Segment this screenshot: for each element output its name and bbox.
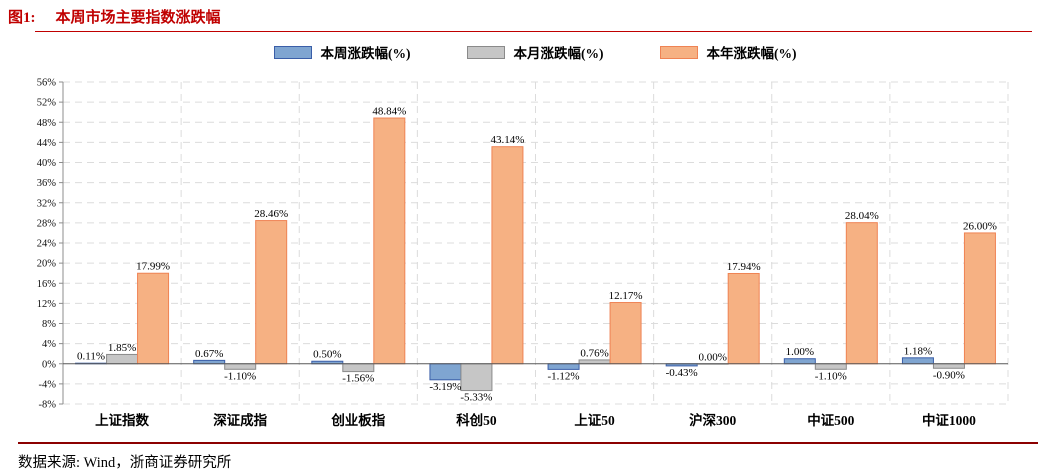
- bar-本月涨跌幅(%)-中证1000: [932, 363, 965, 369]
- bar-本年涨跌幅(%)-上证50: [609, 302, 642, 365]
- legend-swatch-icon: [659, 45, 698, 59]
- figure-title-text: 本周市场主要指数涨跌幅: [55, 10, 221, 26]
- bar-本月涨跌幅(%)-创业板指: [342, 363, 375, 373]
- y-tick-label: 8%: [42, 319, 56, 330]
- y-tick-label: 48%: [37, 118, 57, 129]
- category-label: 沪深300: [689, 412, 736, 428]
- y-tick-label: 20%: [37, 259, 57, 270]
- y-tick-label: 44%: [37, 138, 57, 149]
- bar-value-label: -1.12%: [548, 370, 580, 382]
- y-tick-label: 52%: [37, 98, 57, 109]
- bar-本月涨跌幅(%)-科创50: [460, 363, 493, 392]
- bar-value-label: 0.00%: [698, 351, 726, 363]
- bar-本年涨跌幅(%)-中证1000: [963, 232, 996, 365]
- bar-本月涨跌幅(%)-上证50: [578, 359, 611, 365]
- bar-value-label: -0.43%: [666, 367, 698, 379]
- y-tick-label: 36%: [37, 178, 57, 189]
- bar-value-label: 28.46%: [254, 208, 288, 220]
- category-labels: 上证指数 深证成指 创业板指 科创50 上证50 沪深300 中证500 中证1000: [95, 412, 976, 428]
- bar-value-label: 17.94%: [727, 261, 761, 273]
- bar-value-label: 0.67%: [195, 348, 223, 360]
- gridlines: 56% 52% 48% 44% 40% 36% 32% 28% 24% 20% 16% 12% 8% 4%…: [37, 78, 1009, 411]
- category-label: 深证成指: [213, 412, 267, 428]
- legend-item-2: 本年涨跌幅(%): [659, 42, 797, 62]
- legend-item-1: 本月涨跌幅(%): [466, 42, 604, 62]
- bars: [75, 117, 996, 392]
- y-tick-label: 24%: [37, 239, 57, 250]
- bar-本周涨跌幅(%)-中证1000: [901, 357, 934, 365]
- bar-本年涨跌幅(%)-科创50: [491, 146, 524, 365]
- legend-item-0: 本周涨跌幅(%): [273, 42, 411, 62]
- y-tick-label: 0%: [42, 359, 56, 370]
- category-label: 中证1000: [922, 412, 976, 428]
- y-tick-label: -8%: [39, 400, 57, 411]
- figure-number: 图1:: [8, 10, 36, 26]
- footer-rule: [18, 442, 1038, 444]
- y-tick-label: 56%: [37, 78, 57, 89]
- bar-本年涨跌幅(%)-创业板指: [373, 117, 406, 365]
- legend-swatch-icon: [466, 45, 505, 59]
- category-label: 中证500: [807, 412, 854, 428]
- bar-value-label: 17.99%: [136, 261, 170, 273]
- chart-legend: 本周涨跌幅(%) 本月涨跌幅(%) 本年涨跌幅(%): [16, 42, 1038, 62]
- bar-value-label: 0.76%: [580, 347, 608, 359]
- bar-value-label: -5.33%: [460, 392, 492, 404]
- category-label: 科创50: [456, 412, 497, 428]
- bar-value-label: 26.00%: [963, 220, 997, 232]
- bar-value-label: 28.04%: [845, 210, 879, 222]
- bar-本周涨跌幅(%)-科创50: [429, 363, 462, 381]
- y-tick-label: 40%: [37, 158, 57, 169]
- category-label: 上证指数: [95, 412, 149, 428]
- bar-value-label: 43.14%: [490, 134, 524, 146]
- bar-本周涨跌幅(%)-中证500: [783, 358, 816, 365]
- figure-title: 图1: 本周市场主要指数涨跌幅: [0, 0, 1038, 27]
- legend-label: 本周涨跌幅(%): [320, 46, 411, 61]
- bar-value-label: 48.84%: [372, 106, 406, 118]
- bar-value-label: 1.00%: [786, 346, 814, 358]
- legend-swatch-icon: [273, 45, 312, 59]
- bar-value-label: -0.90%: [933, 369, 965, 381]
- bar-value-label: 0.50%: [313, 349, 341, 361]
- bar-本年涨跌幅(%)-中证500: [845, 222, 878, 365]
- y-tick-label: 16%: [37, 279, 57, 290]
- bar-value-label: -1.10%: [815, 370, 847, 382]
- bar-本年涨跌幅(%)-深证成指: [255, 220, 288, 365]
- bar-本周涨跌幅(%)-深证成指: [193, 359, 226, 365]
- bar-value-label: -1.10%: [224, 370, 256, 382]
- bar-本月涨跌幅(%)-中证500: [814, 363, 847, 370]
- bar-value-label: 12.17%: [609, 290, 643, 302]
- bar-本月涨跌幅(%)-深证成指: [224, 363, 257, 370]
- bar-本年涨跌幅(%)-沪深300: [727, 272, 760, 365]
- title-underline: [35, 31, 1032, 32]
- bar-本年涨跌幅(%)-上证指数: [137, 272, 170, 365]
- bar-value-label: 1.18%: [904, 345, 932, 357]
- bar-value-label: -3.19%: [429, 381, 461, 393]
- legend-label: 本年涨跌幅(%): [706, 46, 797, 61]
- y-tick-label: 12%: [37, 299, 57, 310]
- bar-本月涨跌幅(%)-上证指数: [106, 353, 139, 365]
- y-tick-label: 4%: [42, 339, 56, 350]
- bar-chart: 56% 52% 48% 44% 40% 36% 32% 28% 24% 20% 16% 12% 8% 4%…: [37, 78, 1009, 428]
- value-labels: 0.11% 0.67% 0.50% -3.19% -1.12% -0.43% 1.00% 1.…: [77, 106, 997, 404]
- data-source: 数据来源: Wind，浙商证券研究所: [18, 455, 232, 471]
- y-tick-label: -4%: [39, 379, 57, 390]
- category-label: 上证50: [574, 413, 615, 428]
- category-label: 创业板指: [330, 412, 385, 428]
- bar-value-label: 1.85%: [108, 342, 136, 354]
- legend-label: 本月涨跌幅(%): [513, 46, 604, 61]
- bar-value-label: -1.56%: [342, 373, 374, 385]
- bar-本周涨跌幅(%)-上证50: [547, 363, 580, 370]
- bar-value-label: 0.11%: [77, 351, 105, 363]
- y-tick-label: 28%: [37, 218, 57, 229]
- y-tick-label: 32%: [37, 198, 57, 209]
